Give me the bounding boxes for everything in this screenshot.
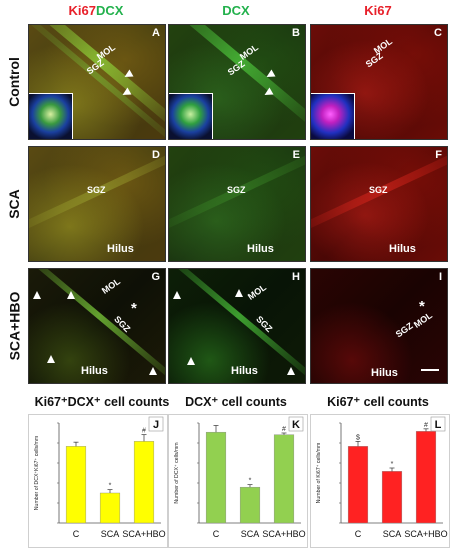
x-tick-label: SCA xyxy=(241,529,260,539)
panel-i-ki67-sca-hbo: I MOL SGZ Hilus * xyxy=(310,268,448,384)
arrowhead-marker xyxy=(67,291,75,299)
label-hilus: Hilus xyxy=(107,243,134,255)
arrowhead-marker xyxy=(187,357,195,365)
label-hilus: Hilus xyxy=(81,365,108,377)
header-ki67-dcx: Ki67DCX xyxy=(26,2,166,20)
bar xyxy=(239,486,261,524)
panel-letter: B xyxy=(292,27,300,39)
inset-magnified-cell xyxy=(29,93,73,139)
x-tick-label: C xyxy=(355,529,362,539)
significance-marker: * xyxy=(109,483,112,490)
row-label-sca: SCA xyxy=(6,189,22,219)
bar xyxy=(415,431,437,524)
label-sgz: SGZ xyxy=(363,50,385,70)
label-sgz: SGZ xyxy=(87,185,106,195)
arrowhead-marker xyxy=(173,291,181,299)
x-tick-label: SCA xyxy=(101,529,120,539)
x-tick-label: SCA+HBO xyxy=(262,529,305,539)
panel-d-merge-sca: D SGZ Hilus xyxy=(28,146,166,262)
panel-letter-box xyxy=(148,416,164,432)
panel-e-dcx-sca: E SGZ Hilus xyxy=(168,146,306,262)
panel-letter: G xyxy=(151,271,160,283)
panel-letter: F xyxy=(435,149,442,161)
significance-marker: * xyxy=(391,461,394,468)
label-mol: MOL xyxy=(245,282,269,302)
panel-a-merge-control: A MOL SGZ xyxy=(28,24,166,140)
label-hilus: Hilus xyxy=(231,365,258,377)
label-sgz: SGZ xyxy=(369,185,388,195)
panel-letter: K xyxy=(292,419,300,431)
x-tick-label: C xyxy=(213,529,220,539)
chart-title-l: Ki67⁺ cell counts xyxy=(327,395,429,409)
significance-marker: # xyxy=(282,426,286,433)
label-sgz: SGZ xyxy=(227,185,246,195)
bar xyxy=(205,431,227,524)
label-hilus: Hilus xyxy=(371,367,398,379)
chart-j: Number of DCX⁺Ki67⁺ cells/mm C * SCA # SCA+HB… xyxy=(28,414,168,548)
bar xyxy=(347,446,369,524)
panel-letter: I xyxy=(438,271,442,283)
panel-g-merge-sca-hbo: G MOL SGZ Hilus * xyxy=(28,268,166,384)
y-axis-label: Number of DCX⁺ cells/mm xyxy=(174,442,180,503)
panel-letter: A xyxy=(152,27,160,39)
asterisk-marker: * xyxy=(419,298,425,315)
label-sgz: SGZ xyxy=(225,58,247,78)
bar xyxy=(381,471,403,524)
arrowhead-marker xyxy=(235,289,243,297)
header-dcx-part: DCX xyxy=(96,3,124,18)
chart-j-svg: Number of DCX⁺Ki67⁺ cells/mm C * SCA # SCA+HB… xyxy=(34,416,166,539)
panel-b-dcx-control: B MOL SGZ xyxy=(168,24,306,140)
panel-letter-box xyxy=(288,416,304,432)
header-dcx: DCX xyxy=(222,3,250,18)
inset-magnified-cell xyxy=(311,93,355,139)
panel-letter: C xyxy=(434,27,442,39)
chart-l: Number of Ki67⁺ cells/mm $ C * SCA # SCA+HBO L xyxy=(310,414,450,548)
y-axis-label: Number of Ki67⁺ cells/mm xyxy=(316,443,322,504)
x-tick-label: C xyxy=(73,529,80,539)
chart-k: Number of DCX⁺ cells/mm C * SCA # SCA+HBO K xyxy=(168,414,308,548)
panel-letter: L xyxy=(435,419,442,431)
x-tick-label: SCA+HBO xyxy=(404,529,447,539)
label-sgz: SGZ xyxy=(393,320,415,340)
significance-marker: # xyxy=(142,428,146,435)
significance-marker: $ xyxy=(356,434,360,441)
arrowhead-marker xyxy=(287,367,295,375)
chart-l-svg: Number of Ki67⁺ cells/mm $ C * SCA # SCA+HBO L xyxy=(316,416,448,539)
panel-letter: D xyxy=(152,149,160,161)
arrowhead-marker xyxy=(47,355,55,363)
panel-f-ki67-sca: F SGZ Hilus xyxy=(310,146,448,262)
chart-k-svg: Number of DCX⁺ cells/mm C * SCA # SCA+HBO K xyxy=(174,416,306,539)
header-ki67-part: Ki67 xyxy=(68,3,96,18)
row-label-control: Control xyxy=(6,57,23,107)
arrowhead-marker xyxy=(149,367,157,375)
panel-letter-box xyxy=(430,416,446,432)
inset-magnified-cell xyxy=(169,93,213,139)
panel-c-ki67-control: C MOL SGZ xyxy=(310,24,448,140)
bar xyxy=(273,434,295,524)
x-tick-label: SCA xyxy=(383,529,402,539)
row-label-sca-hbo: SCA+HBO xyxy=(6,291,23,361)
bar xyxy=(133,441,155,524)
label-hilus: Hilus xyxy=(247,243,274,255)
x-tick-label: SCA+HBO xyxy=(122,529,165,539)
significance-marker: * xyxy=(249,478,252,485)
panel-letter: H xyxy=(292,271,300,283)
chart-title-j: Ki67⁺DCX⁺ cell counts xyxy=(34,395,170,409)
bar xyxy=(65,446,87,524)
panel-letter: J xyxy=(153,419,159,431)
panel-h-dcx-sca-hbo: H MOL SGZ Hilus xyxy=(168,268,306,384)
y-axis-label: Number of DCX⁺Ki67⁺ cells/mm xyxy=(34,436,40,510)
chart-title-k: DCX⁺ cell counts xyxy=(185,395,287,409)
panel-letter: E xyxy=(292,149,300,161)
significance-marker: # xyxy=(424,422,428,429)
arrowhead-marker xyxy=(33,291,41,299)
asterisk-marker: * xyxy=(131,300,137,317)
header-ki67: Ki67 xyxy=(364,3,392,18)
scale-bar xyxy=(421,369,439,371)
bar xyxy=(99,492,121,524)
label-hilus: Hilus xyxy=(389,243,416,255)
label-mol: MOL xyxy=(99,276,123,296)
